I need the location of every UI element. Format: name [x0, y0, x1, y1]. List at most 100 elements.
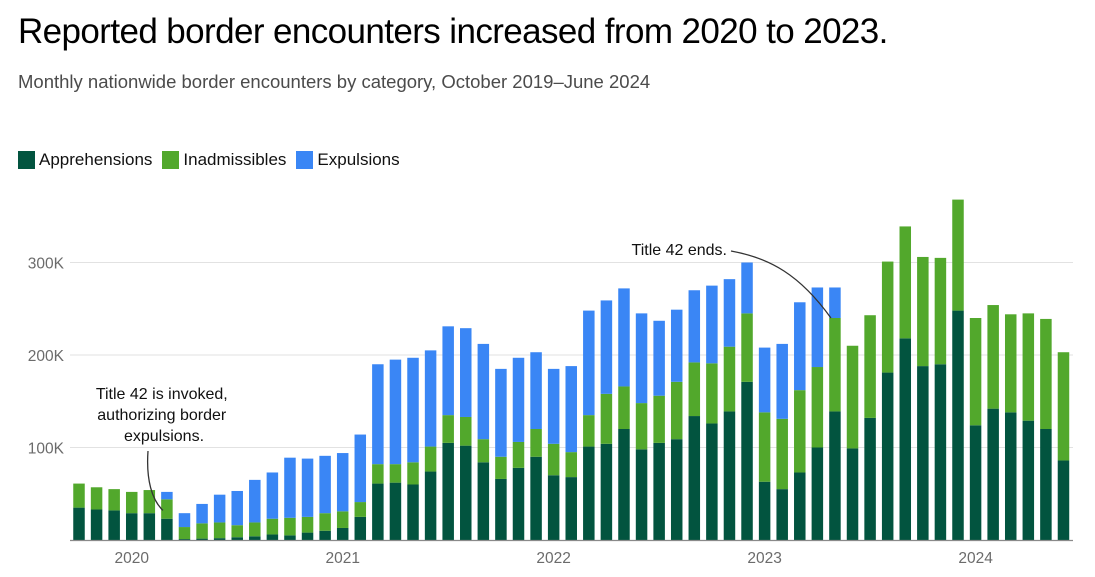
bar-apprehensions [319, 530, 331, 540]
bar-expulsions [547, 368, 560, 444]
legend-swatch-apprehensions [18, 151, 35, 169]
bar-stack [407, 357, 419, 540]
y-tick-label: 200K [28, 348, 65, 365]
bar-stack [600, 300, 613, 540]
bar-expulsions [354, 434, 367, 503]
bar-inadmissibles [688, 362, 701, 417]
bar-inadmissibles [231, 525, 243, 538]
bar-stack [1057, 352, 1070, 540]
bar-inadmissibles [389, 464, 402, 483]
bar-expulsions [635, 313, 648, 404]
legend-label-expulsions: Expulsions [317, 150, 400, 169]
bar-stack [794, 302, 806, 540]
bar-stack [723, 279, 736, 540]
bar-inadmissibles [73, 483, 85, 508]
bar-apprehensions [143, 513, 156, 540]
bar-stack [284, 457, 296, 540]
bar-apprehensions [670, 439, 683, 540]
bar-apprehensions [460, 445, 472, 540]
bar-stack [196, 503, 208, 540]
bar-stack [811, 287, 824, 540]
bar-stack [846, 345, 859, 540]
bar-apprehensions [864, 417, 876, 540]
bar-inadmissibles [952, 199, 964, 311]
bar-apprehensions [477, 462, 490, 540]
annotation-line: Title 42 ends. [632, 242, 727, 259]
bar-apprehensions [846, 448, 859, 540]
bars [73, 199, 1070, 540]
bar-stack [495, 368, 507, 540]
bar-apprehensions [213, 538, 226, 540]
bar-expulsions [460, 328, 472, 417]
bar-apprehensions [565, 477, 577, 540]
bar-stack [547, 368, 560, 540]
bar-stack [987, 305, 999, 540]
bar-expulsions [196, 503, 208, 524]
bar-inadmissibles [178, 527, 191, 540]
bar-expulsions [512, 357, 525, 442]
y-tick-label: 100K [28, 441, 65, 458]
bar-inadmissibles [583, 415, 595, 447]
bar-expulsions [442, 326, 454, 416]
chart-title: Reported border encounters increased fro… [18, 12, 888, 51]
bar-expulsions [758, 347, 771, 413]
bar-inadmissibles [881, 261, 894, 373]
bar-apprehensions [73, 507, 85, 540]
bar-inadmissibles [407, 462, 419, 485]
bar-apprehensions [530, 456, 542, 540]
annotation-leader-title42-ends [730, 250, 832, 319]
bar-stack [442, 326, 454, 540]
x-axis-ticks: 2020 2021 2022 2023 2024 [114, 550, 993, 567]
bar-expulsions [213, 494, 226, 523]
legend-swatch-inadmissibles [162, 151, 180, 169]
legend-item-inadmissibles: Inadmissibles [162, 150, 286, 170]
bar-expulsions [266, 472, 279, 519]
y-tick-label: 300K [28, 256, 65, 273]
bar-apprehensions [196, 538, 208, 540]
bar-inadmissibles [811, 367, 824, 448]
annotation-line: expulsions. [124, 428, 204, 445]
bar-apprehensions [389, 482, 402, 540]
bar-stack [178, 513, 191, 540]
bar-expulsions [618, 288, 630, 387]
bar-stack [319, 455, 331, 540]
bar-apprehensions [90, 509, 103, 540]
bar-stack [231, 490, 243, 540]
bar-apprehensions [108, 510, 120, 540]
legend-swatch-expulsions [296, 151, 314, 169]
bar-expulsions [723, 279, 736, 347]
bar-apprehensions [600, 443, 613, 540]
x-tick-label: 2021 [325, 550, 359, 567]
bar-apprehensions [881, 372, 894, 540]
bar-apprehensions [1057, 460, 1070, 540]
bar-stack [460, 328, 472, 540]
bar-apprehensions [618, 429, 630, 540]
bar-inadmissibles [635, 403, 648, 450]
bar-apprehensions [811, 447, 824, 540]
bar-expulsions [424, 350, 437, 447]
bar-expulsions [284, 457, 296, 518]
bar-apprehensions [284, 535, 296, 540]
bar-apprehensions [442, 442, 454, 540]
bar-stack [565, 366, 577, 540]
bar-expulsions [706, 285, 718, 364]
bar-inadmissibles [319, 513, 331, 531]
bar-inadmissibles [213, 522, 226, 539]
bar-inadmissibles [565, 452, 577, 478]
bar-stack [670, 309, 683, 540]
bar-stack [389, 359, 402, 540]
annotation-line: authorizing border [97, 407, 227, 424]
bar-expulsions [336, 453, 349, 512]
bar-expulsions [530, 352, 542, 429]
bar-stack [758, 347, 771, 540]
bar-apprehensions [407, 484, 419, 540]
bar-inadmissibles [723, 346, 736, 412]
bar-apprehensions [1004, 412, 1017, 540]
bar-inadmissibles [1004, 314, 1017, 413]
bar-apprehensions [776, 489, 788, 540]
bar-inadmissibles [90, 487, 103, 510]
bar-stack [969, 318, 982, 540]
bar-inadmissibles [354, 502, 367, 517]
annotation-title42-invoked: Title 42 is invoked, authorizing border … [96, 386, 232, 445]
bar-expulsions [319, 455, 331, 514]
